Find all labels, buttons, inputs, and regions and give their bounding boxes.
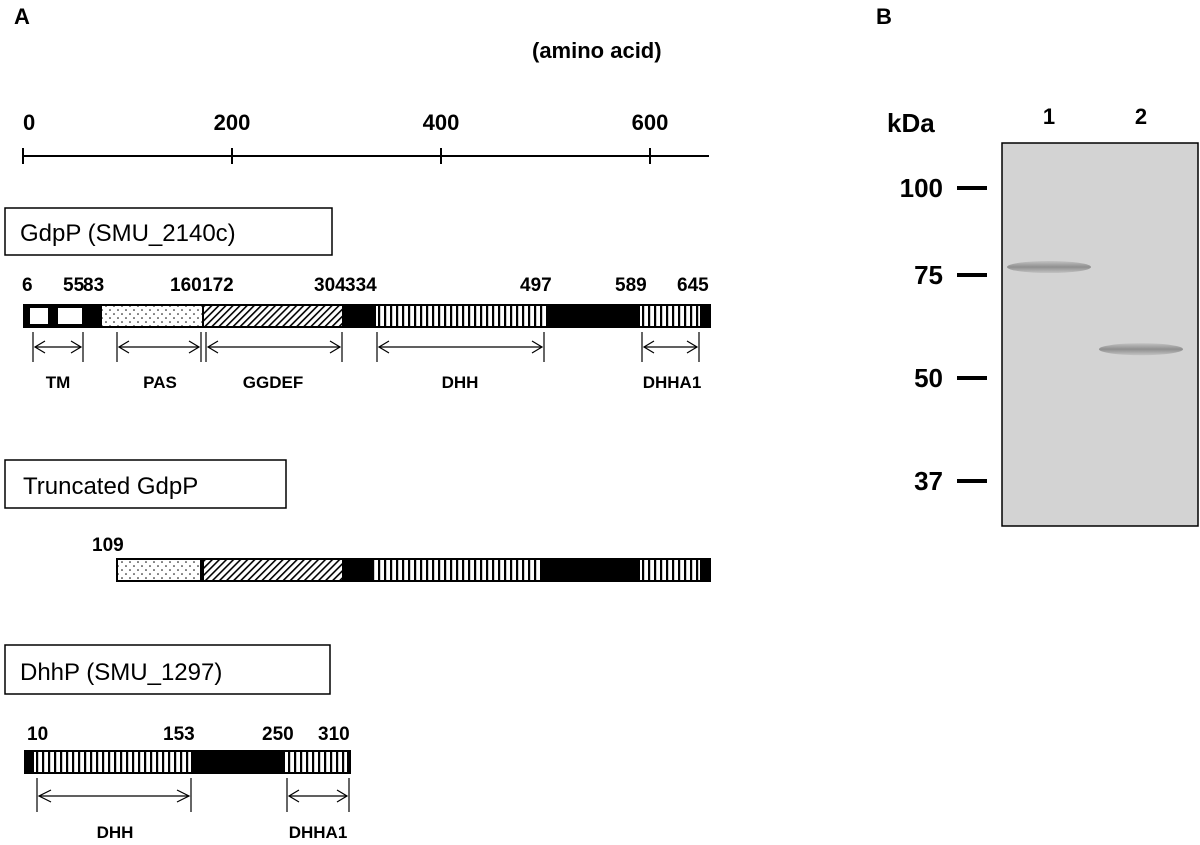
dhh-domain-block — [376, 306, 546, 326]
panel-a-label: A — [14, 4, 30, 29]
scale-bar: 0 200 400 600 — [22, 110, 709, 164]
gel-band-lane-1 — [1007, 261, 1091, 274]
position-label: 589 — [615, 275, 647, 296]
protein-title-box — [4, 644, 331, 695]
dhh-domain-block — [34, 752, 191, 772]
position-label: 172 — [202, 275, 234, 296]
lane-label: 1 — [1043, 104, 1055, 129]
position-label: 304 — [314, 275, 346, 296]
kda-axis-label: kDa — [887, 108, 935, 138]
protein-bar — [23, 304, 711, 328]
dhha1-domain-block — [640, 306, 700, 326]
scale-tick-label: 600 — [632, 110, 669, 135]
domain-span-pas — [116, 332, 202, 362]
tm-segment — [58, 308, 82, 324]
domain-span-tm — [32, 332, 84, 362]
domain-label-ggdef: GGDEF — [243, 373, 303, 392]
position-label: 497 — [520, 275, 552, 296]
domain-label-dhh: DHH — [442, 373, 479, 392]
panel-b-label: B — [876, 4, 892, 29]
scale-tick-label: 200 — [214, 110, 251, 135]
position-label: 645 — [677, 275, 709, 296]
pas-domain-block — [102, 306, 202, 326]
position-label: 6 — [22, 275, 33, 296]
tm-segment — [30, 308, 48, 324]
position-label: 109 — [92, 535, 124, 556]
domain-span-ggdef — [205, 332, 343, 362]
marker-label: 50 — [914, 363, 943, 393]
position-label: 334 — [345, 275, 377, 296]
panel-b: B kDa 1 2 100 75 50 37 — [876, 4, 1199, 527]
domain-label-dhh: DHH — [97, 823, 134, 842]
protein-dhhp: DhhP (SMU_1297) 10 153 250 310 DHH DH — [4, 644, 351, 842]
protein-bar — [116, 558, 711, 582]
domain-span-dhh — [376, 332, 545, 362]
domain-label-dhha1: DHHA1 — [643, 373, 702, 392]
domain-label-dhha1: DHHA1 — [289, 823, 348, 842]
position-label: 310 — [318, 724, 350, 745]
protein-title-box — [4, 459, 287, 509]
ggdef-domain-block — [204, 560, 342, 580]
protein-truncated-gdpp: Truncated GdpP 109 — [4, 459, 711, 582]
position-label: 83 — [83, 275, 104, 296]
lane-label: 2 — [1135, 104, 1147, 129]
domain-label-tm: TM — [46, 373, 71, 392]
domain-span-dhha1 — [286, 778, 350, 812]
position-label: 55 — [63, 275, 85, 296]
protein-gdpp: GdpP (SMU_2140c) 6 55 83 160 172 304 334… — [4, 207, 711, 392]
protein-title: Truncated GdpP — [23, 473, 198, 500]
protein-title: DhhP (SMU_1297) — [20, 659, 222, 686]
position-label: 153 — [163, 724, 195, 745]
position-label: 250 — [262, 724, 294, 745]
gel-band-lane-2 — [1099, 343, 1183, 356]
pas-domain-block — [118, 560, 200, 580]
marker-label: 75 — [914, 260, 943, 290]
dhha1-domain-block — [285, 752, 347, 772]
panel-a: A (amino acid) 0 200 400 600 GdpP (SMU_2… — [4, 4, 711, 842]
scale-tick-label: 400 — [423, 110, 460, 135]
domain-span-dhh — [36, 778, 192, 812]
domain-label-pas: PAS — [143, 373, 177, 392]
dhh-domain-block — [372, 560, 542, 580]
protein-title: GdpP (SMU_2140c) — [20, 220, 236, 247]
dhha1-domain-block — [640, 560, 700, 580]
marker-label: 37 — [914, 466, 943, 496]
gel-image — [1001, 142, 1199, 527]
gel-bands — [1007, 261, 1183, 356]
unit-label: (amino acid) — [532, 38, 662, 63]
position-label: 160 — [170, 275, 202, 296]
domain-span-dhha1 — [641, 332, 700, 362]
protein-bar — [24, 750, 351, 774]
marker-label: 100 — [900, 173, 943, 203]
protein-title-box — [4, 207, 333, 256]
scale-tick-label: 0 — [23, 110, 35, 135]
position-label: 10 — [27, 724, 48, 745]
ggdef-domain-block — [204, 306, 342, 326]
